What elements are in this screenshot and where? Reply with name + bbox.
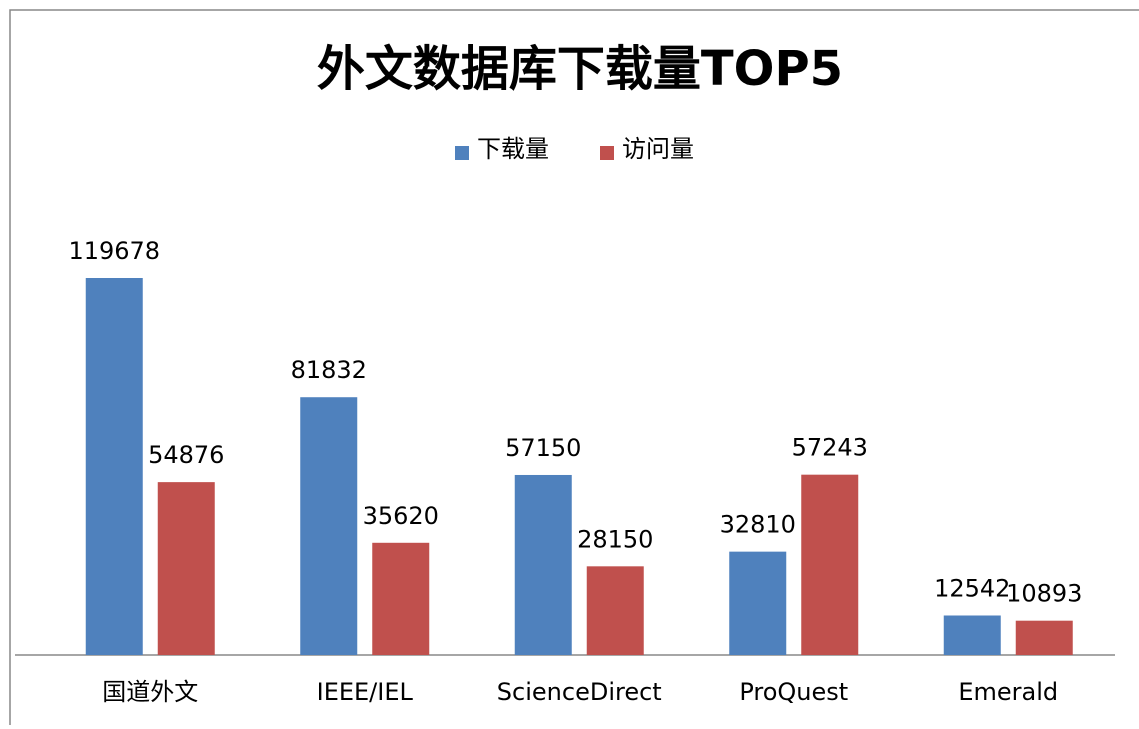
bar bbox=[514, 474, 572, 655]
data-label: 57243 bbox=[792, 434, 868, 462]
bar bbox=[729, 551, 787, 655]
bar bbox=[801, 474, 859, 655]
bar bbox=[372, 542, 430, 655]
x-tick-label: Emerald bbox=[958, 678, 1058, 706]
data-label: 57150 bbox=[505, 434, 581, 462]
data-label: 119678 bbox=[68, 237, 160, 265]
data-label: 81832 bbox=[291, 356, 367, 384]
legend-label: 下载量 bbox=[477, 135, 549, 163]
data-label: 32810 bbox=[720, 511, 796, 539]
data-label: 28150 bbox=[577, 525, 653, 553]
x-tick-label: IEEE/IEL bbox=[317, 678, 414, 706]
legend-label: 访问量 bbox=[622, 135, 694, 163]
x-tick-label: ProQuest bbox=[739, 678, 848, 706]
legend-swatch bbox=[600, 146, 614, 160]
data-label: 12542 bbox=[934, 574, 1010, 602]
legend-swatch bbox=[455, 146, 469, 160]
x-tick-label: ScienceDirect bbox=[497, 678, 662, 706]
data-label: 35620 bbox=[363, 502, 439, 530]
x-tick-label: 国道外文 bbox=[102, 678, 198, 706]
data-label: 54876 bbox=[148, 441, 224, 469]
bar bbox=[157, 482, 215, 655]
chart-title: 外文数据库下载量TOP5 bbox=[317, 41, 843, 97]
bar bbox=[943, 615, 1001, 655]
bar bbox=[1015, 620, 1073, 655]
data-label: 10893 bbox=[1006, 580, 1082, 608]
bar bbox=[586, 566, 644, 655]
bar bbox=[300, 397, 358, 655]
bar bbox=[85, 278, 143, 655]
